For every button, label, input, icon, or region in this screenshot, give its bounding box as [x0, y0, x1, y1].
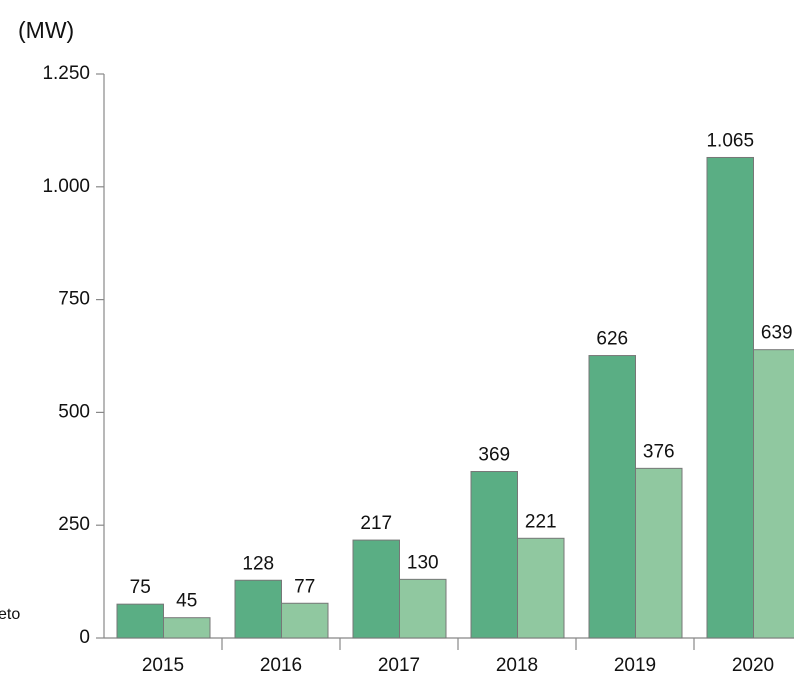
x-tick-label: 2020	[732, 655, 774, 676]
value-label: 639	[761, 323, 793, 344]
x-tick-label: 2017	[378, 655, 420, 676]
value-label: 376	[643, 441, 675, 462]
y-tick-label: 1.250	[42, 63, 90, 84]
value-label: 75	[130, 577, 151, 598]
x-tick-label: 2015	[142, 655, 184, 676]
bar	[706, 156, 754, 639]
bar	[517, 537, 565, 639]
y-tick-label: 0	[79, 627, 90, 648]
value-label: 45	[176, 591, 197, 612]
bar	[753, 349, 794, 639]
bar	[470, 471, 518, 639]
value-label: 130	[407, 552, 439, 573]
bar	[234, 579, 282, 639]
bar	[352, 539, 400, 639]
bar	[116, 603, 164, 639]
y-tick-label: 1.000	[42, 176, 90, 197]
bar	[281, 602, 329, 639]
value-label: 77	[294, 576, 315, 597]
y-tick-label: 250	[58, 514, 90, 535]
x-tick-label: 2018	[496, 655, 538, 676]
annotation: eto	[0, 606, 20, 623]
value-label: 1.065	[706, 130, 754, 151]
value-label: 221	[525, 511, 557, 532]
bar	[635, 467, 683, 639]
bar	[399, 578, 447, 639]
value-label: 626	[596, 329, 628, 350]
value-label: 128	[242, 553, 274, 574]
bar	[163, 617, 211, 639]
x-tick-label: 2016	[260, 655, 302, 676]
x-tick-label: 2019	[614, 655, 656, 676]
y-tick-label: 750	[58, 289, 90, 310]
value-label: 217	[360, 513, 392, 534]
y-axis-label: (MW)	[18, 17, 74, 43]
value-label: 369	[478, 445, 510, 466]
bar	[588, 355, 636, 639]
y-tick-label: 500	[58, 401, 90, 422]
